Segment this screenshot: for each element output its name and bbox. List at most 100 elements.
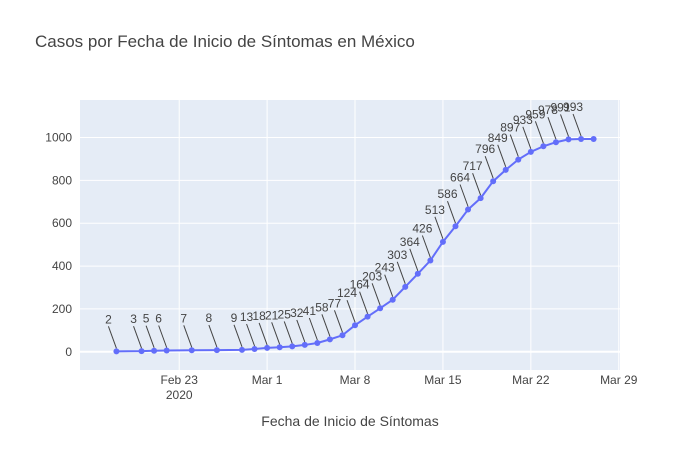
x-tick-label: Mar 15 [424, 373, 462, 387]
data-label: 3 [130, 312, 137, 326]
data-label: 717 [463, 159, 483, 173]
data-label: 124 [337, 286, 357, 300]
data-label-leader [560, 114, 569, 137]
data-label-leader [208, 324, 218, 348]
data-label-leader [509, 134, 519, 157]
data-label: 243 [375, 261, 395, 275]
data-label-leader [484, 156, 494, 179]
data-point [578, 136, 585, 142]
data-point [402, 283, 409, 290]
data-label-leader [308, 317, 318, 341]
y-axis: 0 200 400 600 800 1000 [45, 131, 72, 359]
data-label: 2 [105, 312, 112, 326]
data-label: 77 [328, 296, 342, 310]
data-point [377, 305, 384, 312]
data-point [389, 296, 396, 303]
data-label: 41 [303, 304, 317, 318]
x-tick-year-label: 2020 [166, 388, 193, 402]
data-label-leader [572, 113, 582, 137]
data-label-leader [133, 325, 143, 349]
y-tick-label: 800 [52, 173, 72, 187]
x-axis-title: Fecha de Inicio de Síntomas [261, 413, 438, 429]
data-label-leader [497, 144, 507, 168]
y-tick-label: 0 [65, 345, 72, 359]
data-point [289, 343, 296, 350]
data-point [540, 143, 547, 150]
data-label: 993 [563, 100, 583, 114]
data-point [364, 313, 371, 320]
data-label-leader [421, 235, 431, 258]
data-point [276, 344, 283, 351]
data-label-leader [447, 201, 456, 224]
data-label: 18 [252, 309, 266, 323]
data-label: 933 [513, 113, 533, 127]
data-point [339, 332, 346, 339]
data-label-leader [459, 184, 469, 207]
data-point [326, 336, 333, 343]
data-label-leader [145, 325, 155, 348]
plot-background [80, 100, 620, 370]
data-label: 664 [450, 171, 470, 185]
data-label: 991 [550, 100, 570, 114]
data-point [515, 156, 522, 163]
y-tick-label: 400 [52, 259, 72, 273]
chart-title: Casos por Fecha de Inicio de Síntomas en… [35, 32, 415, 51]
data-label-leader [321, 314, 331, 337]
data-label-leader [534, 121, 544, 144]
data-label-leader [346, 300, 356, 323]
data-label-leader [107, 326, 117, 349]
data-labels: 2 3 5 6 7 8 9 13 18 21 25 32 41 58 7712416420324330336… [105, 100, 583, 349]
data-label-leader [233, 324, 243, 348]
data-point [151, 347, 158, 354]
data-label-leader [158, 325, 168, 348]
data-point [301, 341, 308, 348]
data-label: 586 [437, 187, 457, 201]
data-label-leader [371, 283, 381, 306]
data-point [427, 257, 434, 264]
data-label: 7 [180, 311, 187, 325]
x-tick-label: Mar 1 [252, 373, 283, 387]
data-point [439, 238, 446, 245]
data-label-leader [384, 274, 394, 297]
data-label-leader [283, 321, 293, 344]
data-point [138, 348, 145, 355]
data-label: 5 [143, 312, 150, 326]
data-point [251, 346, 258, 352]
data-label-leader [183, 325, 193, 348]
data-label: 897 [500, 121, 520, 135]
data-point [452, 223, 459, 230]
data-label: 364 [400, 235, 420, 249]
data-label: 6 [155, 312, 162, 326]
data-point [213, 347, 220, 354]
data-label: 164 [350, 278, 370, 292]
data-point [552, 139, 559, 146]
data-point [527, 148, 534, 155]
data-point [352, 322, 359, 329]
data-label: 32 [290, 306, 304, 320]
data-point [163, 347, 170, 354]
data-label-leader [434, 216, 444, 240]
data-label: 978 [538, 103, 558, 117]
data-point [239, 346, 245, 353]
data-label: 513 [425, 203, 445, 217]
data-label: 959 [525, 107, 545, 121]
data-label-leader [396, 261, 406, 285]
data-point [590, 136, 597, 142]
data-label-leader [472, 172, 482, 196]
data-label-leader [271, 322, 281, 345]
y-tick-label: 200 [52, 302, 72, 316]
data-point [490, 178, 497, 185]
series-line [113, 136, 597, 355]
data-label-leader [296, 319, 306, 343]
data-label: 25 [278, 307, 292, 321]
data-label: 58 [315, 300, 329, 314]
data-point [113, 348, 120, 355]
data-label: 303 [387, 248, 407, 262]
data-point [188, 347, 195, 354]
data-point [314, 340, 321, 346]
x-tick-label: Feb 23 [161, 373, 199, 387]
y-tick-label: 600 [52, 216, 72, 230]
data-point [477, 195, 484, 202]
